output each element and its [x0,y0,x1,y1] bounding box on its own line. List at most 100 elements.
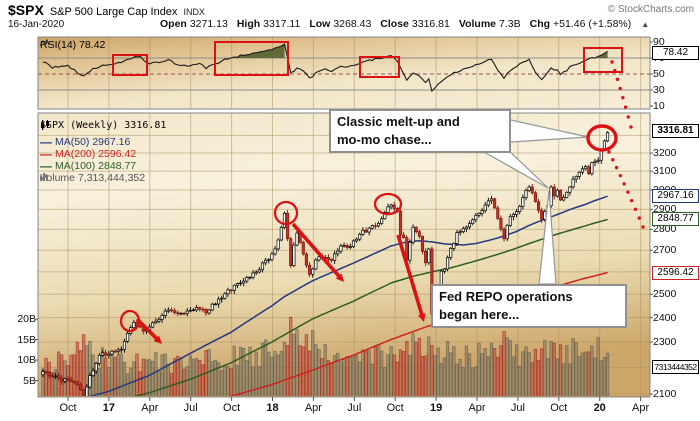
price-axis-tick-label: 2300 [653,336,677,349]
melt-up-annotation: Classic melt-up and mo-mo chase... [329,109,511,153]
red-dotted-projection-dot [618,173,623,178]
price-axis-tick-label: 2400 [653,311,677,324]
value-box-arrow-tip [652,363,653,371]
price-value-box: 7313444352 [652,360,699,374]
rsi-indicator-icon [40,39,50,47]
stockcharts-copyright: © StockCharts.com [607,4,694,15]
ma200-legend: — MA(200) 2596.42 [40,148,136,160]
melt-up-line2: mo-mo chase... [337,132,432,147]
x-axis-label: Oct [59,402,77,414]
volume-bars [41,316,610,396]
volume-axis-tick-label: 15B [17,333,36,346]
candlestick-chart-icon [41,120,49,130]
ticker-symbol: $SPX [8,2,44,18]
quote-field-chg: Chg +51.46 (+1.58%) [529,18,632,30]
red-circle-annotation [273,200,299,226]
quote-field-low: Low 3268.43 [309,18,372,30]
red-dotted-projection-dot [611,158,615,162]
rsi-overbought-highlight-box [359,56,400,78]
price-axis-tick-label: 2500 [653,288,677,301]
x-axis-label: Apr [632,402,650,414]
price-axis-tick-label: 3100 [653,165,677,178]
red-arrowhead [153,335,162,344]
red-dotted-projection-dot [621,95,625,100]
rsi-axis-tick-label: 50 [653,68,665,80]
price-axis-tick-label: 2100 [653,388,677,401]
rsi-axis-tick-label: 30 [653,84,665,96]
rsi-axis-tick-label: 10 [653,100,665,112]
x-axis-label: Oct [386,402,404,414]
volume-axis-tick-label: 10B [17,354,36,366]
x-axis-label: Oct [550,402,568,414]
melt-up-line1: Classic melt-up and [337,114,460,129]
red-dotted-projection-dot [610,60,614,64]
x-axis-label: Jul [183,402,198,414]
red-circle-annotation [373,192,403,216]
fed-repo-line1: Fed REPO operations [439,289,573,304]
red-arrow-shaft [396,234,425,319]
value-box-arrow-tip [652,192,653,200]
x-axis-label: Jul [347,402,362,414]
red-dotted-projection-dot [622,182,626,186]
red-dotted-projection-dot [626,115,630,119]
ma100-line [133,218,608,396]
value-box-arrow-tip [652,127,653,135]
volume-legend-label: Volume 7,313,444,352 [40,172,146,184]
x-axis-label: 18 [266,402,279,414]
ma50-line [88,195,608,396]
red-dotted-projection-dot [613,68,617,73]
index-name: S&P 500 Large Cap Index [49,6,178,18]
red-circle-annotation [586,124,618,152]
price-value-box: 2848.77 [652,212,699,226]
candlesticks [41,131,610,396]
ma50-legend-label: MA(50) 2967.16 [55,136,131,148]
red-dotted-projection-dot [607,150,611,154]
fed-repo-annotation: Fed REPO operations began here... [431,284,627,328]
ma200-line-swatch: — [40,147,52,161]
quote-field-close: Close 3316.81 [380,18,450,30]
quote-field-volume: Volume 7.3B [458,18,521,30]
red-arrow-shaft [291,222,343,281]
quote-line: 16-Jan-2020 Open 3271.13 High 3317.11 Low 326… [8,18,649,30]
x-axis-label: Jul [510,402,525,414]
red-arrow-shaft [135,317,161,343]
red-dotted-projection-dot [629,198,634,203]
change-up-arrow-icon: ▲ [641,20,650,29]
price-axis-tick-label: 2800 [653,223,677,236]
x-axis-label: 20 [593,402,606,414]
price-value-box: 3316.81 [652,124,699,138]
red-arrowhead [335,273,344,282]
ma200-legend-label: MA(200) 2596.42 [55,148,137,160]
red-dotted-projection-dot [637,216,641,220]
rsi-overbought-highlight-box [214,41,289,76]
red-dotted-projection-dot [626,190,630,194]
ma50-line-swatch: — [40,135,52,149]
value-box-arrow-tip [652,269,653,277]
rsi-overbought-highlight-box [112,54,148,76]
exchange-label: INDX [183,7,205,17]
ma50-legend: — MA(50) 2967.16 [40,136,130,148]
red-dotted-projection-dot [629,125,633,129]
volume-axis-tick-label: 20B [17,313,36,325]
x-axis-label: Apr [304,402,322,414]
volume-bars-icon [40,173,48,181]
red-arrowhead [417,313,426,322]
rsi-legend-label: RSI(14) 78.42 [40,39,106,51]
rsi-value-box: 78.42 [652,46,699,60]
red-dotted-projection-dot [614,165,619,170]
x-axis-label: Apr [468,402,486,414]
chart-header: $SPX S&P 500 Large Cap Index INDX [8,2,205,18]
rsi-legend: RSI(14) 78.42 [40,39,105,51]
rsi-axis-tick-label: 90 [653,36,665,48]
x-axis-label: Oct [223,402,241,414]
red-dotted-projection-dot [615,77,620,82]
rsi-overbought-highlight-box [583,47,623,73]
red-dotted-projection-dot [618,86,622,91]
x-axis-label: 19 [429,402,443,414]
fed-repo-line2: began here... [439,307,520,322]
price-legend: $SPX (Weekly) 3316.81 [40,120,166,131]
ma100-legend: — MA(100) 2848.77 [40,160,136,172]
x-axis-label: Apr [141,402,159,414]
quote-field-high: High 3317.11 [236,18,301,30]
